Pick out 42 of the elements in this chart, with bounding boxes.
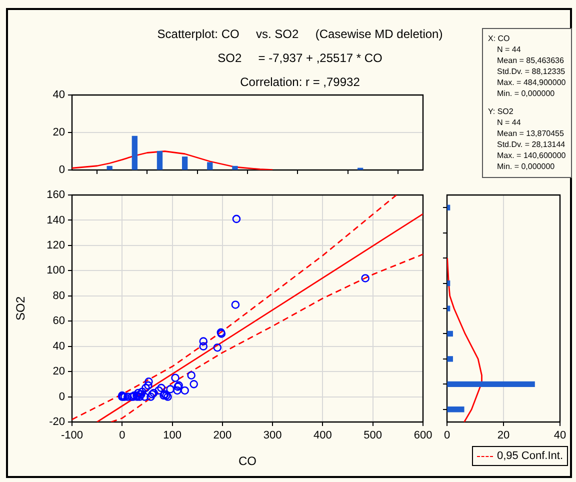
y-tick-label: 120	[46, 239, 65, 252]
text: N = 44	[496, 117, 522, 128]
text: X: CO	[488, 34, 511, 44]
y-tick-label: 100	[46, 264, 65, 277]
y-tick-label: 0	[58, 164, 65, 176]
y-tick-label: 40	[52, 340, 65, 352]
x-tick-label: -100	[60, 430, 84, 442]
text: N = 44	[496, 44, 522, 55]
text: Mean = 85,463636	[496, 55, 565, 66]
text: Max. = 140,600000	[496, 150, 567, 161]
text: Std.Dv. = 88,12335	[496, 66, 566, 77]
text: Std.Dv. = 28,13144	[496, 139, 566, 150]
x-tick-label: 600	[414, 430, 432, 442]
x-tick-label: 0	[119, 430, 126, 442]
y-tick-label: 160	[46, 189, 65, 202]
y-tick-label: 40	[52, 89, 65, 102]
chart-subtitle: SO2 = -7,937 + ,25517 * CO	[218, 51, 382, 65]
y-tick-label: -20	[49, 416, 65, 428]
x-tick-label: 0	[444, 430, 450, 442]
text: Correlation: r = ,79932	[240, 75, 360, 89]
x-tick-label: 40	[554, 430, 566, 442]
y-tick-label: 80	[52, 290, 65, 302]
y-tick-label: 140	[46, 214, 65, 226]
x-tick-label: 20	[497, 430, 510, 442]
text: Y: SO2	[488, 107, 514, 117]
x-tick-label: 200	[213, 430, 232, 442]
y-tick-label: 20	[52, 126, 65, 139]
y-tick-label: 20	[52, 366, 65, 378]
x-tick-label: 400	[314, 430, 332, 442]
text: Min. = 0,000000	[496, 161, 556, 172]
y-tick-label: 0	[58, 390, 65, 403]
text: Min. = 0,000000	[496, 88, 556, 99]
x-tick-label: 100	[163, 430, 182, 442]
text: Mean = 13,870455	[496, 128, 565, 139]
chart-title: Scatterplot: CO vs. SO2 (Casewise MD deletion)	[157, 27, 443, 41]
legend-label: 0,95 Conf.Int.	[496, 450, 563, 462]
x-axis-title: CO	[238, 454, 256, 468]
x-tick-label: 300	[263, 430, 282, 442]
x-tick-label: 500	[364, 430, 382, 442]
y-tick-label: 60	[52, 315, 65, 328]
text: Max. = 484,900000	[496, 77, 567, 88]
y-axis-title: SO2	[14, 296, 28, 321]
